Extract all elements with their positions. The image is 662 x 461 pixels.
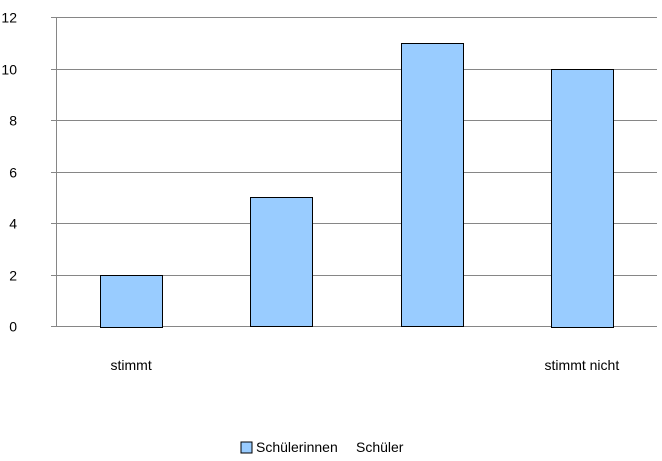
bar <box>250 197 313 327</box>
y-tick-label: 2 <box>9 268 17 284</box>
bar <box>100 275 163 328</box>
legend-label-schuelerinnen: Schülerinnen <box>256 439 338 455</box>
x-tick-label: stimmt nicht <box>545 357 620 373</box>
y-tick-label: 12 <box>1 10 17 26</box>
bar <box>551 69 614 328</box>
y-tick-label: 6 <box>9 165 17 181</box>
legend-swatch-schuelerinnen <box>240 441 253 454</box>
legend-label-schueler: Schüler <box>356 439 404 455</box>
y-tick-labels: 0 2 4 6 8 10 12 <box>1 10 17 335</box>
bar <box>401 43 464 327</box>
x-tick-labels: stimmt stimmt nicht <box>111 357 620 373</box>
y-tick-label: 8 <box>9 113 17 129</box>
bars <box>100 43 614 328</box>
y-tick-label: 0 <box>9 319 17 335</box>
x-tick-label: stimmt <box>111 357 152 373</box>
y-tick-label: 10 <box>1 62 17 78</box>
y-tick-label: 4 <box>9 216 17 232</box>
legend: Schülerinnen Schüler <box>240 439 404 455</box>
